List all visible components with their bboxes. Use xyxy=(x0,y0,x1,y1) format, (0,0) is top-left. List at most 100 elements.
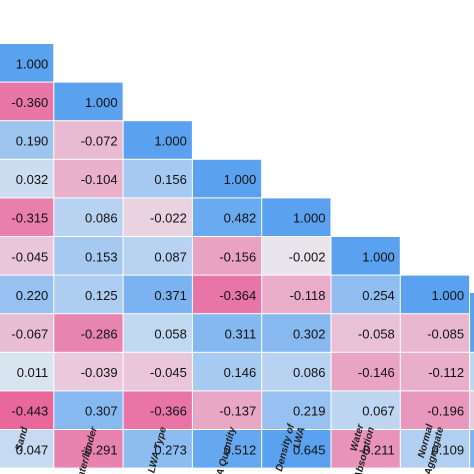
cell-value-r6-c2: 0.371 xyxy=(154,288,187,303)
cell-value-r10-c6: 0.109 xyxy=(432,442,465,457)
cell-value-r7-c0: -0.067 xyxy=(11,327,48,342)
heatmap-cell-r7-c4 xyxy=(262,314,331,352)
cell-value-r9-c5: 0.067 xyxy=(362,404,395,419)
heatmap-cell-r6-c4 xyxy=(262,275,331,314)
cell-value-r5-c1: 0.153 xyxy=(85,249,118,264)
cell-value-r10-c3: 0.512 xyxy=(224,442,257,457)
heatmap-cell-r10-c5 xyxy=(331,430,400,468)
cell-value-r2-c1: -0.072 xyxy=(81,134,118,149)
heatmap-cell-r7-c5 xyxy=(331,314,400,352)
cell-value-r8-c2: -0.045 xyxy=(150,365,187,380)
heatmap-cell-r6-c1 xyxy=(54,275,123,314)
heatmap-cell-r6-c2 xyxy=(123,275,192,314)
cell-value-r9-c0: -0.443 xyxy=(11,404,48,419)
heatmap-cell-r5-c0 xyxy=(0,237,54,275)
heatmap-cell-r8-c4 xyxy=(262,352,331,391)
heatmap-cell-r8-c2 xyxy=(123,352,192,391)
heatmap-cell-r10-c6 xyxy=(400,430,470,468)
cell-value-r5-c2: 0.087 xyxy=(154,249,187,264)
cell-value-r2-c0: 0.190 xyxy=(16,134,49,149)
heatmap-cell-r5-c3 xyxy=(192,237,262,275)
right-edge-sliver xyxy=(470,293,474,320)
cell-value-r8-c0: 0.011 xyxy=(17,365,49,380)
cell-value-r1-c0: -0.360 xyxy=(11,95,48,110)
heatmap-cell-r6-c6 xyxy=(400,275,470,314)
heatmap-cell-r10-c7 xyxy=(470,430,474,468)
heatmap-cell-r7-c1 xyxy=(54,314,123,352)
heatmap-cell-r6-c5 xyxy=(331,275,400,314)
heatmap-cell-r8-c0 xyxy=(0,352,54,391)
heatmap-cell-r8-c6 xyxy=(400,352,470,391)
heatmap-cell-r2-c1 xyxy=(54,121,123,159)
cell-value-r7-c1: -0.286 xyxy=(81,327,118,342)
heatmap-cell-r3-c1 xyxy=(54,159,123,198)
cell-value-r9-c2: -0.366 xyxy=(150,404,187,419)
heatmap-cell-r4-c1 xyxy=(54,198,123,236)
heatmap-cell-r10-c3 xyxy=(192,430,262,468)
cell-value-r3-c2: 0.156 xyxy=(154,172,187,187)
heatmap-cell-r9-c0 xyxy=(0,391,54,429)
heatmap-cell-r3-c2 xyxy=(123,159,192,198)
cell-value-r8-c4: 0.086 xyxy=(293,365,326,380)
cell-value-r9-c1: 0.307 xyxy=(85,404,118,419)
heatmap-cell-r9-c6 xyxy=(400,391,470,429)
heatmap-cell-r9-c7 xyxy=(470,391,474,429)
cell-value-r5-c5: 1.000 xyxy=(362,249,395,264)
heatmap-cells xyxy=(0,44,474,468)
cell-value-r8-c3: 0.146 xyxy=(224,365,257,380)
heatmap-cell-r1-c1 xyxy=(54,82,123,121)
cell-value-r3-c3: 1.000 xyxy=(224,172,257,187)
heatmap-cell-r8-c1 xyxy=(54,352,123,391)
cell-value-r8-c5: -0.146 xyxy=(358,365,395,380)
cell-value-r4-c3: 0.482 xyxy=(224,211,257,226)
cell-value-r6-c3: -0.364 xyxy=(219,288,256,303)
heatmap-cell-r3-c3 xyxy=(192,159,262,198)
heatmap-cell-r2-c2 xyxy=(123,121,192,159)
cell-value-r4-c0: -0.315 xyxy=(11,211,48,226)
cell-value-r6-c1: 0.125 xyxy=(85,288,118,303)
cell-value-r8-c6: -0.112 xyxy=(428,365,464,380)
cell-value-r8-c1: -0.039 xyxy=(81,365,118,380)
heatmap-cell-r10-c1 xyxy=(54,430,123,468)
heatmap-cell-r7-c0 xyxy=(0,314,54,352)
heatmap-cell-r8-c5 xyxy=(331,352,400,391)
heatmap-cell-r5-c1 xyxy=(54,237,123,275)
cell-value-r5-c4: -0.002 xyxy=(289,249,326,264)
heatmap-cell-r7-c6 xyxy=(400,314,470,352)
cell-value-r0-c0: 1.000 xyxy=(16,56,49,71)
heatmap-cell-r7-c7 xyxy=(470,314,474,352)
heatmap-cell-r7-c3 xyxy=(192,314,262,352)
heatmap-cell-r5-c4 xyxy=(262,237,331,275)
cell-value-r2-c2: 1.000 xyxy=(154,134,187,149)
cell-value-r4-c2: -0.022 xyxy=(150,211,187,226)
cell-value-r10-c5: -0.211 xyxy=(359,442,395,457)
heatmap-cell-r2-c0 xyxy=(0,121,54,159)
heatmap-cell-r4-c3 xyxy=(192,198,262,236)
cell-value-r3-c1: -0.104 xyxy=(81,172,118,187)
cell-value-r10-c4: 0.645 xyxy=(293,442,326,457)
cell-value-r7-c3: 0.311 xyxy=(225,327,257,342)
heatmap-cell-r7-c2 xyxy=(123,314,192,352)
heatmap-cell-r4-c0 xyxy=(0,198,54,236)
cell-value-r4-c1: 0.086 xyxy=(85,211,118,226)
cell-value-r1-c1: 1.000 xyxy=(85,95,118,110)
heatmap-cell-r6-c3 xyxy=(192,275,262,314)
heatmap-cell-r8-c7 xyxy=(470,352,474,391)
cell-value-r9-c6: -0.196 xyxy=(427,404,464,419)
heatmap-cell-r10-c0 xyxy=(0,430,54,468)
heatmap-cell-r5-c5 xyxy=(331,237,400,275)
heatmap-cell-r5-c2 xyxy=(123,237,192,275)
heatmap-cell-r1-c0 xyxy=(0,82,54,121)
cell-value-r10-c1: -0.291 xyxy=(81,442,118,457)
heatmap-cell-r4-c4 xyxy=(262,198,331,236)
cell-value-r10-c2: 0.273 xyxy=(154,442,187,457)
cell-value-r7-c2: 0.058 xyxy=(154,327,187,342)
cell-value-r7-c5: -0.058 xyxy=(358,327,395,342)
heatmap-cell-labels: 1.000 -0.360 1.000 0.190 -0.072 1.000 0.032 -0.… xyxy=(11,56,465,457)
cell-value-r5-c0: -0.045 xyxy=(11,249,48,264)
heatmap-cell-r0-c0 xyxy=(0,44,54,82)
cell-value-r6-c4: -0.118 xyxy=(290,288,326,303)
cell-value-r5-c3: -0.156 xyxy=(219,249,256,264)
cell-value-r6-c6: 1.000 xyxy=(432,288,465,303)
